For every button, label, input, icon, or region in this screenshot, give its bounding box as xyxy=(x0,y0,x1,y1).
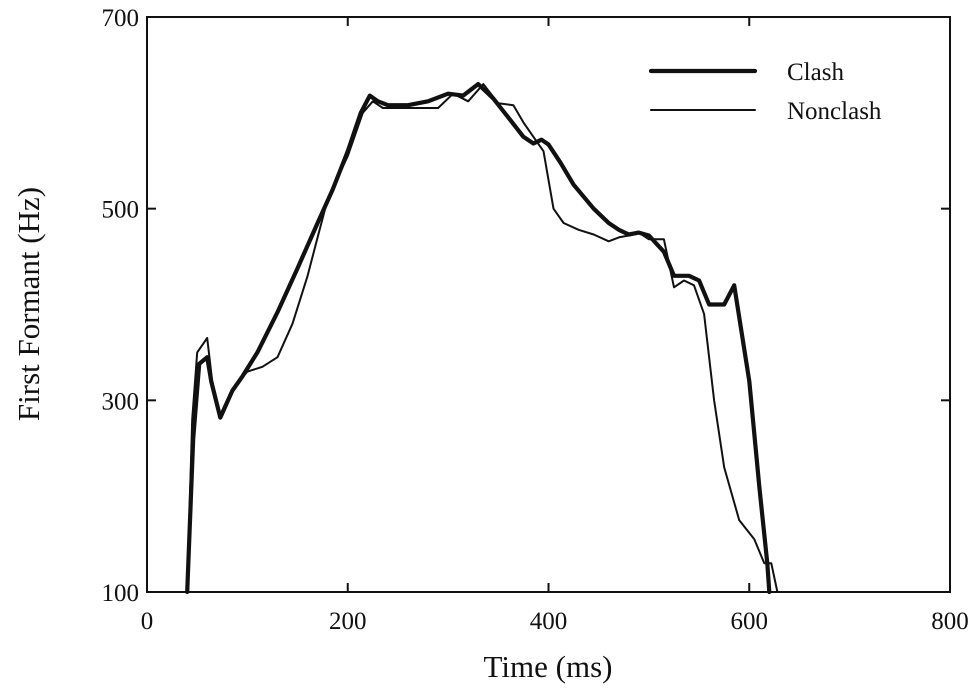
axis-ticks xyxy=(146,16,951,593)
series-lines xyxy=(185,81,779,595)
y-tick-label-300: 300 xyxy=(102,388,140,415)
y-tick-label-100: 100 xyxy=(102,580,140,607)
x-tick-label-800: 800 xyxy=(931,608,969,635)
y-tick-label-700: 700 xyxy=(102,5,140,32)
series-line-clash xyxy=(185,81,772,595)
legend-label-nonclash: Nonclash xyxy=(787,98,882,125)
x-tick-label-0: 0 xyxy=(141,608,154,635)
legend-label-clash: Clash xyxy=(787,59,844,86)
axis-tick-labels: 0 200 400 600 800 100 300 500 700 xyxy=(102,5,969,635)
x-tick-label-600: 600 xyxy=(731,608,769,635)
series-line-nonclash xyxy=(186,83,779,593)
x-tick-label-200: 200 xyxy=(329,608,367,635)
x-tick-label-400: 400 xyxy=(530,608,568,635)
y-tick-label-500: 500 xyxy=(102,197,140,224)
legend: Clash Nonclash xyxy=(648,59,882,125)
y-axis-title: First Formant (Hz) xyxy=(11,187,46,421)
x-axis-title: Time (ms) xyxy=(484,649,613,684)
